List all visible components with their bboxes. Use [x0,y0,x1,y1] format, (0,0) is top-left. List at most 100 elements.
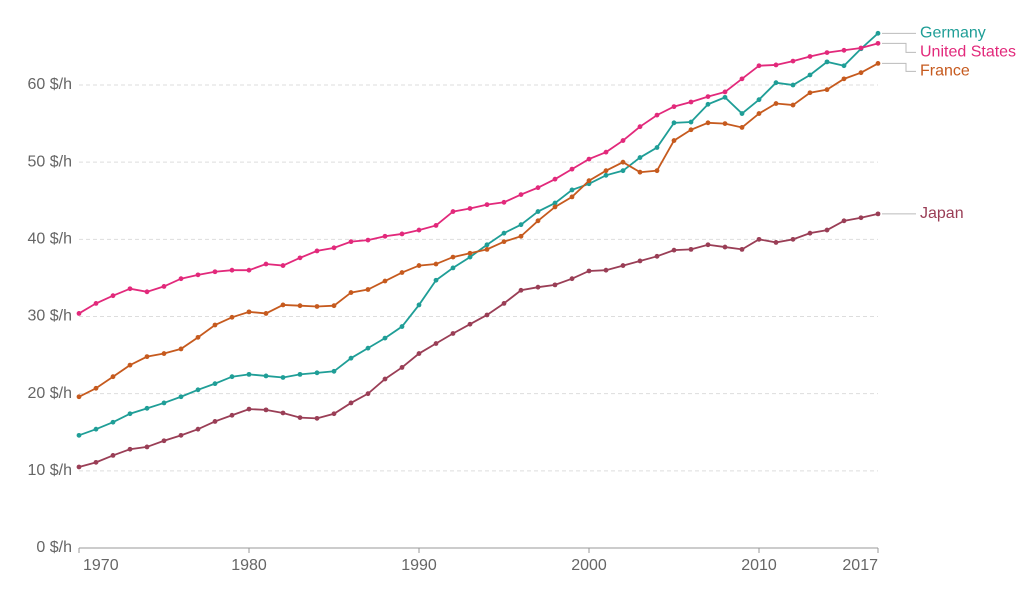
data-point [450,331,456,336]
data-point [484,312,490,318]
data-point [875,61,881,66]
data-point [637,258,643,264]
data-point [348,355,354,361]
y-tick-label: 20 $/h [28,385,72,402]
data-point [416,227,422,233]
data-point [841,76,847,82]
data-point [535,218,541,224]
data-point [433,261,439,267]
data-point [467,250,473,256]
data-point [535,185,541,191]
data-point [807,54,813,59]
data-point [671,104,677,110]
data-point [688,127,694,133]
data-point [654,145,660,150]
data-point [178,394,184,400]
data-point [773,80,779,86]
data-point [654,112,660,118]
x-tick-label: 2000 [571,557,607,574]
data-point [688,119,694,125]
data-point [263,261,269,267]
data-point [722,94,728,100]
data-point [586,268,592,274]
legend-label: United States [920,44,1016,61]
series-line [78,213,879,468]
data-point [484,202,490,208]
data-point [144,405,150,411]
data-point [484,242,490,248]
data-point [518,233,524,239]
data-point [212,322,218,328]
data-point [569,187,575,193]
data-point [76,394,82,400]
data-point [654,253,660,259]
data-point [399,231,405,237]
data-point [195,387,201,393]
data-point [756,236,762,242]
data-point [433,277,439,283]
data-point [773,240,779,245]
data-point [365,391,371,397]
data-point [76,464,82,470]
data-point [263,407,269,413]
data-point [841,63,847,69]
legend-connector [882,42,916,53]
data-point [195,334,201,340]
data-point [739,246,745,252]
data-point [212,269,218,275]
data-point [620,138,626,143]
data-point [382,376,388,382]
data-point [433,341,439,346]
data-point [365,237,371,243]
legend-label: Germany [920,25,986,42]
data-point [841,218,847,224]
x-tick-label: 1990 [401,557,437,574]
data-point [484,246,490,252]
data-point [195,272,201,278]
data-point [824,227,830,233]
data-point [229,412,235,418]
data-point [144,444,150,450]
x-tick-label: 1970 [83,557,119,574]
data-point [620,159,626,165]
data-point [416,351,422,356]
data-point [467,254,473,260]
data-point [518,222,524,228]
data-point [212,419,218,424]
data-point [348,239,354,245]
data-point [280,263,286,268]
data-point [501,300,507,306]
data-point [654,168,660,174]
data-point [739,76,745,82]
data-point [705,94,711,99]
data-point [603,168,609,174]
data-point [212,381,218,387]
data-point [807,72,813,78]
data-point [382,233,388,239]
data-point [688,246,694,252]
data-point [552,204,558,210]
data-point [535,284,541,290]
data-point [875,211,881,217]
data-point [348,290,354,295]
data-point [501,199,507,205]
data-point [195,426,201,432]
data-point [161,351,167,356]
data-point [705,120,711,126]
data-point [229,374,235,380]
legend-label: Japan [920,205,964,222]
data-point [127,286,133,292]
data-point [807,90,813,96]
data-point [450,254,456,260]
data-point [110,293,116,299]
y-tick-label: 10 $/h [28,462,72,479]
data-point [671,120,677,126]
y-tick-label: 0 $/h [36,539,72,556]
data-point [535,209,541,214]
data-point [314,304,320,309]
data-point [433,223,439,228]
data-point [280,410,286,416]
y-tick-label: 50 $/h [28,153,72,170]
data-point [671,247,677,253]
data-point [824,87,830,93]
